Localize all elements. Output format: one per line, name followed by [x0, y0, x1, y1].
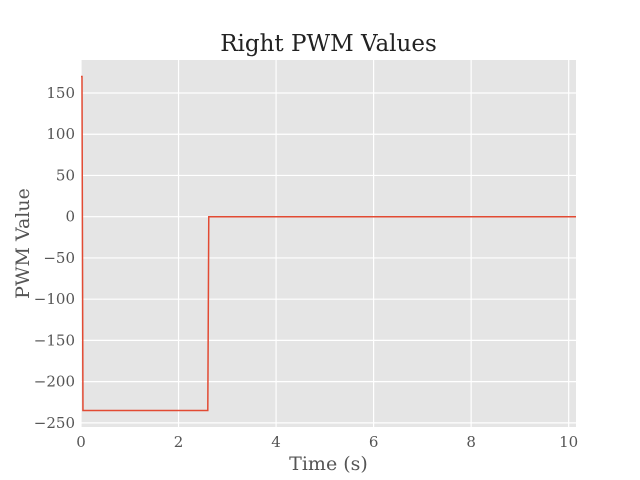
x-tick-label: 2: [174, 433, 184, 451]
tick-labels: 0 2 4 6 8 10 150 100 50 0 −50 −100 −150 −200 −250: [34, 84, 578, 451]
x-tick-label: 6: [369, 433, 379, 451]
x-tick-label: 0: [76, 433, 86, 451]
y-axis-title: PWM Value: [12, 188, 34, 299]
y-tick-label: 0: [65, 208, 75, 226]
series-line: [81, 75, 576, 412]
x-tick-label: 4: [271, 433, 281, 451]
grid: [80, 60, 576, 427]
x-tick-label: 8: [466, 433, 476, 451]
y-tick-label: −100: [34, 290, 75, 308]
x-axis-title: Time (s): [289, 453, 368, 475]
plot-area: [81, 60, 576, 427]
x-tick-label: 10: [559, 433, 578, 451]
chart-title: Right PWM Values: [220, 31, 437, 57]
y-tick-label: 150: [46, 84, 75, 102]
y-tick-label: 50: [56, 166, 75, 184]
y-tick-label: −50: [43, 249, 75, 267]
series-layer: [81, 75, 576, 412]
y-tick-label: 100: [46, 125, 75, 143]
y-tick-label: −250: [34, 414, 75, 432]
y-tick-label: −200: [34, 373, 75, 391]
y-tick-label: −150: [34, 331, 75, 349]
